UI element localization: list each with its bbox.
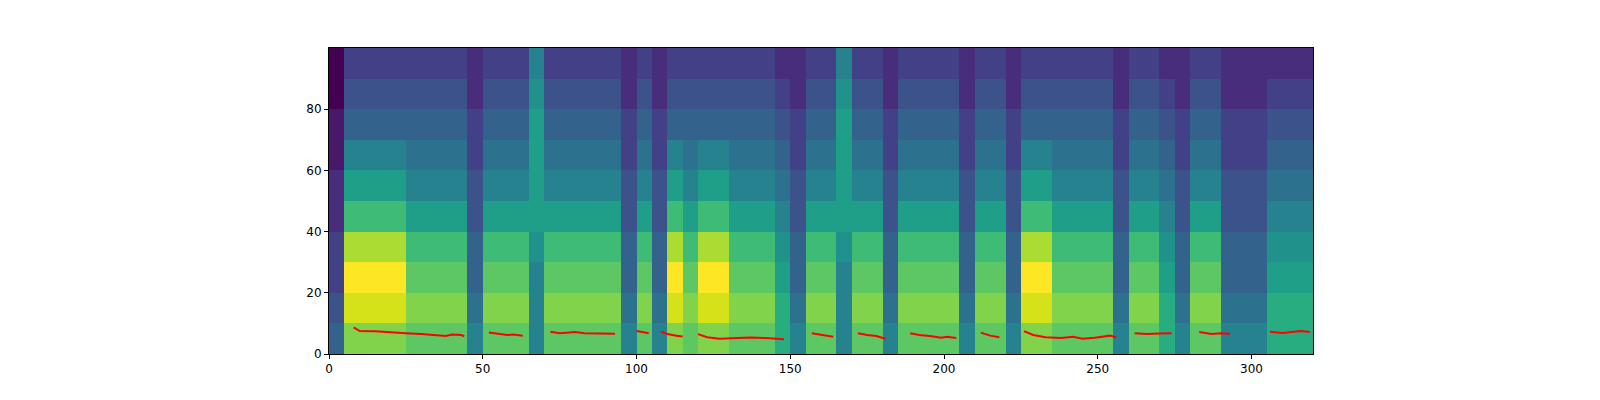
svg-text:250: 250: [1086, 362, 1109, 376]
svg-text:0: 0: [325, 362, 333, 376]
svg-text:100: 100: [625, 362, 648, 376]
svg-text:20: 20: [306, 286, 321, 300]
svg-text:200: 200: [933, 362, 956, 376]
svg-text:40: 40: [306, 225, 321, 239]
svg-text:150: 150: [779, 362, 802, 376]
svg-text:60: 60: [306, 164, 321, 178]
svg-text:50: 50: [475, 362, 490, 376]
svg-text:0: 0: [314, 347, 322, 361]
svg-text:80: 80: [306, 102, 321, 116]
svg-text:300: 300: [1240, 362, 1263, 376]
